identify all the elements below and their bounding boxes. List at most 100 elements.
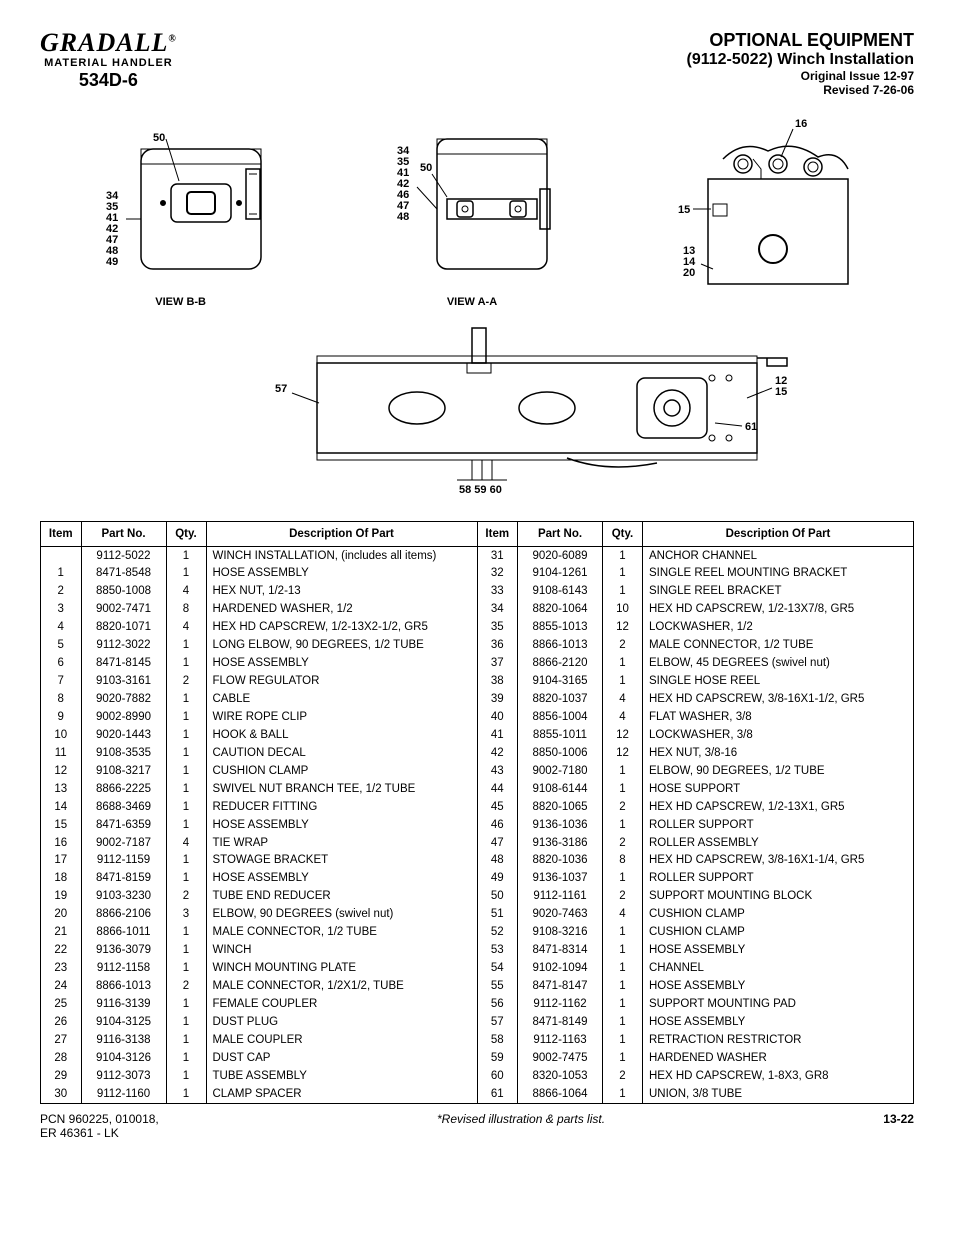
cell-partno: 9112-1160 [81,1085,166,1103]
cell-qty: 4 [603,691,643,709]
cell-partno: 9112-1163 [518,1031,603,1049]
th-item: Item [478,522,518,547]
table-row: 319020-60891ANCHOR CHANNEL [478,547,914,565]
table-row: 519020-74634CUSHION CLAMP [478,906,914,924]
cell-desc: FLOW REGULATOR [206,673,477,691]
cell-partno: 9020-6089 [518,547,603,565]
cell-qty: 1 [166,547,206,565]
cell-desc: LONG ELBOW, 90 DEGREES, 1/2 TUBE [206,637,477,655]
cell-partno: 9136-1036 [518,816,603,834]
cell-desc: FEMALE COUPLER [206,995,477,1013]
footer-note: *Revised illustration & parts list. [437,1112,605,1126]
cell-qty: 10 [603,601,643,619]
table-row: 148688-34691REDUCER FITTING [41,798,477,816]
cell-desc: HEX HD CAPSCREW, 1/2-13X2-1/2, GR5 [206,619,477,637]
cell-qty: 1 [166,1013,206,1031]
cell-qty: 1 [603,960,643,978]
cell-item: 40 [478,708,518,726]
cell-item: 36 [478,637,518,655]
table-row: 279116-31381MALE COUPLER [41,1031,477,1049]
cell-qty: 2 [166,888,206,906]
cell-desc: HEX HD CAPSCREW, 1-8X3, GR8 [643,1067,914,1085]
cell-desc: CAUTION DECAL [206,744,477,762]
cell-desc: HEX HD CAPSCREW, 1/2-13X1, GR5 [643,798,914,816]
cell-desc: ELBOW, 90 DEGREES, 1/2 TUBE [643,762,914,780]
cell-partno: 8866-1013 [81,978,166,996]
cell-desc: SINGLE REEL MOUNTING BRACKET [643,565,914,583]
table-row: 309112-11601CLAMP SPACER [41,1085,477,1103]
cell-qty: 1 [603,870,643,888]
cell-desc: HOSE ASSEMBLY [643,942,914,960]
table-row: 469136-10361ROLLER SUPPORT [478,816,914,834]
cell-item: 32 [478,565,518,583]
cell-partno: 8866-1011 [81,924,166,942]
cell-qty: 1 [603,780,643,798]
cell-item: 50 [478,888,518,906]
cell-desc: HARDENED WASHER, 1/2 [206,601,477,619]
cell-qty: 4 [603,708,643,726]
cell-partno: 8471-8147 [518,978,603,996]
table-row: 449108-61441HOSE SUPPORT [478,780,914,798]
cell-desc: HARDENED WASHER [643,1049,914,1067]
cell-partno: 9002-8990 [81,708,166,726]
cell-desc: SUPPORT MOUNTING BLOCK [643,888,914,906]
svg-text:57: 57 [275,383,287,395]
cell-item: 20 [41,906,81,924]
cell-partno: 9002-7475 [518,1049,603,1067]
logo-model: 534D-6 [40,71,177,89]
cell-qty: 12 [603,619,643,637]
table-row: 458820-10652HEX HD CAPSCREW, 1/2-13X1, G… [478,798,914,816]
revised-date: Revised 7-26-06 [687,83,914,97]
cell-desc: WINCH INSTALLATION, (includes all items) [206,547,477,565]
cell-partno: 9108-3216 [518,924,603,942]
cell-item: 18 [41,870,81,888]
cell-item: 35 [478,619,518,637]
cell-partno: 9116-3138 [81,1031,166,1049]
cell-qty: 2 [603,888,643,906]
cell-partno: 8471-6359 [81,816,166,834]
cell-partno: 9112-1158 [81,960,166,978]
cell-partno: 8471-8314 [518,942,603,960]
table-row: 9112-50221WINCH INSTALLATION, (includes … [41,547,477,565]
cell-desc: HOSE ASSEMBLY [206,655,477,673]
table-row: 138866-22251SWIVEL NUT BRANCH TEE, 1/2 T… [41,780,477,798]
cell-partno: 9108-6143 [518,583,603,601]
cell-item: 6 [41,655,81,673]
cell-partno: 8855-1011 [518,726,603,744]
cell-partno: 8850-1006 [518,744,603,762]
cell-item: 48 [478,852,518,870]
aa-left-callouts: 34354142464748 [397,145,410,223]
view-bb: 50 34354142474849 VIEW B-B [71,109,291,308]
cell-qty: 1 [166,780,206,798]
svg-text:50: 50 [420,162,432,174]
cell-item: 2 [41,583,81,601]
svg-text:15: 15 [678,204,690,216]
table-row: 269104-31251DUST PLUG [41,1013,477,1031]
cell-qty: 1 [166,1049,206,1067]
cell-desc: TUBE END REDUCER [206,888,477,906]
svg-text:58 59 60: 58 59 60 [459,484,502,496]
table-row: 218866-10111MALE CONNECTOR, 1/2 TUBE [41,924,477,942]
cell-desc: ELBOW, 90 DEGREES (swivel nut) [206,906,477,924]
table-row: 188471-81591HOSE ASSEMBLY [41,870,477,888]
cell-item: 10 [41,726,81,744]
th-desc: Description Of Part [643,522,914,547]
table-row: 28850-10084HEX NUT, 1/2-13 [41,583,477,601]
cell-item: 29 [41,1067,81,1085]
svg-text:16: 16 [795,118,807,130]
cell-qty: 1 [603,655,643,673]
cell-partno: 9108-6144 [518,780,603,798]
cell-item: 5 [41,637,81,655]
cell-qty: 1 [166,960,206,978]
cell-desc: CHANNEL [643,960,914,978]
table-row: 129108-32171CUSHION CLAMP [41,762,477,780]
diagram-area: 50 34354142474849 VIEW B-B 50 3435414246… [40,109,914,501]
cell-partno: 9020-7882 [81,691,166,709]
cell-item: 61 [478,1085,518,1103]
table-row: 358855-101312LOCKWASHER, 1/2 [478,619,914,637]
cell-qty: 1 [603,583,643,601]
table-row: 199103-32302TUBE END REDUCER [41,888,477,906]
cell-qty: 1 [166,1085,206,1103]
cell-item: 45 [478,798,518,816]
cell-desc: SUPPORT MOUNTING PAD [643,995,914,1013]
